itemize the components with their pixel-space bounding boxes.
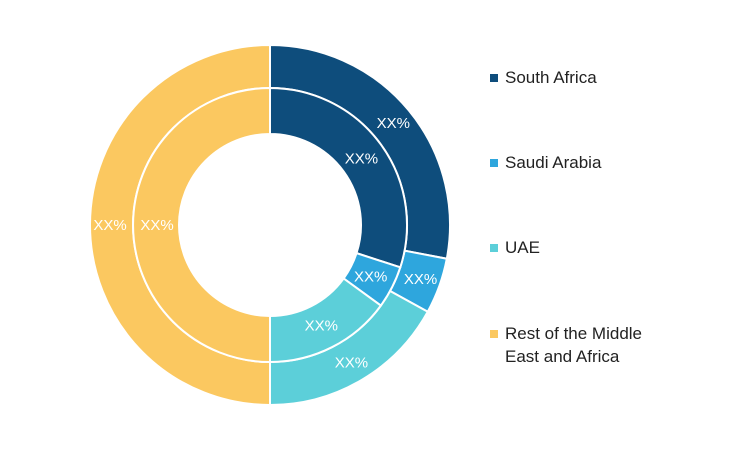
outer-slice-label-3: XX% — [93, 217, 126, 234]
legend-item-rest-of-mea: Rest of the Middle East and Africa — [490, 322, 645, 368]
legend-label: UAE — [505, 238, 540, 257]
data-labels: XX% XX% XX% XX% XX% XX% XX% XX% — [93, 115, 437, 372]
legend-swatch — [490, 159, 498, 167]
legend-swatch — [490, 330, 498, 338]
legend-item-uae: UAE — [490, 236, 645, 259]
donut-chart: XX% XX% XX% XX% XX% XX% XX% XX% — [89, 43, 451, 407]
legend-item-saudi-arabia: Saudi Arabia — [490, 151, 645, 174]
legend-swatch — [490, 74, 498, 82]
inner-slice-0 — [269, 86, 408, 269]
outer-ring — [89, 43, 451, 407]
legend-label: Saudi Arabia — [505, 153, 602, 172]
inner-slice-label-1: XX% — [354, 268, 387, 285]
outer-slice-label-1: XX% — [404, 271, 437, 288]
outer-slice-label-2: XX% — [335, 355, 368, 372]
outer-slice-label-0: XX% — [377, 115, 410, 132]
inner-slice-label-3: XX% — [140, 217, 173, 234]
legend-item-south-africa: South Africa — [490, 66, 645, 89]
inner-ring — [132, 86, 408, 364]
legend-label: Rest of the Middle East and Africa — [505, 324, 643, 366]
inner-slice-3 — [132, 86, 271, 364]
inner-slice-label-2: XX% — [305, 318, 338, 335]
legend-swatch — [490, 244, 498, 252]
legend-label: South Africa — [505, 68, 597, 87]
legend: South Africa Saudi Arabia UAE Rest of th… — [490, 0, 740, 450]
inner-slice-label-0: XX% — [345, 151, 378, 168]
